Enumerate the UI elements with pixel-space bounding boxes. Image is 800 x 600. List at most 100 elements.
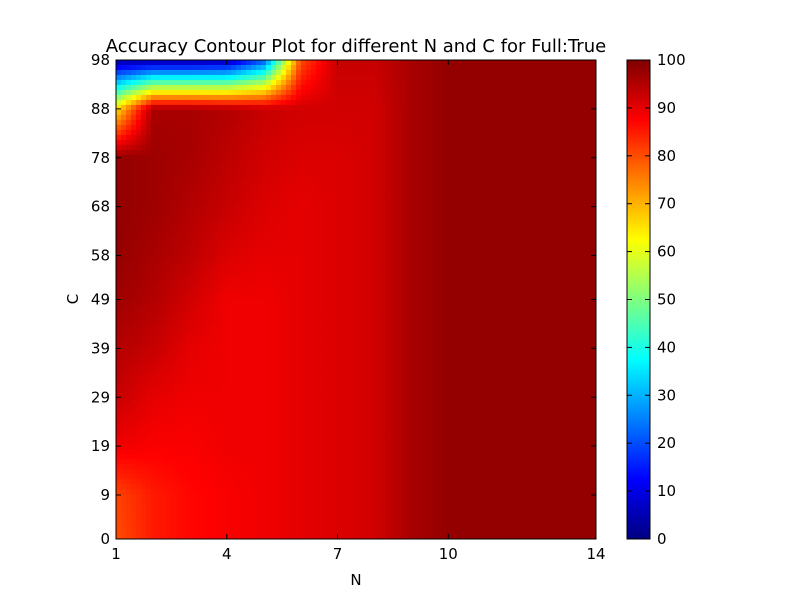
heatmap-cell: [391, 259, 397, 266]
heatmap-cell: [271, 69, 277, 76]
heatmap-cell: [546, 184, 552, 191]
heatmap-cell: [151, 64, 157, 71]
heatmap-cell: [291, 244, 297, 251]
heatmap-cell: [291, 209, 297, 216]
heatmap-cell: [291, 299, 297, 306]
heatmap-cell: [191, 199, 197, 206]
heatmap-cell: [236, 144, 242, 151]
heatmap-cell: [486, 179, 492, 186]
heatmap-cell: [461, 204, 467, 211]
heatmap-cell: [471, 79, 477, 86]
heatmap-cell: [336, 314, 342, 321]
heatmap-cell: [271, 229, 277, 236]
heatmap-cell: [381, 239, 387, 246]
heatmap-cell: [236, 204, 242, 211]
heatmap-cell: [251, 264, 257, 271]
heatmap-cell: [271, 164, 277, 171]
heatmap-cell: [346, 224, 352, 231]
heatmap-cell: [216, 104, 222, 111]
heatmap-cell: [496, 219, 502, 226]
heatmap-cell: [496, 60, 502, 66]
heatmap-cell: [186, 304, 192, 311]
heatmap-cell: [261, 284, 267, 291]
heatmap-cell: [156, 289, 162, 296]
heatmap-cell: [151, 264, 157, 271]
heatmap-cell: [396, 229, 402, 236]
heatmap-cell: [416, 139, 422, 146]
heatmap-cell: [411, 284, 417, 291]
heatmap-cell: [126, 104, 132, 111]
heatmap-cell: [326, 244, 332, 251]
heatmap-cell: [506, 159, 512, 166]
heatmap-cell: [156, 229, 162, 236]
heatmap-cell: [451, 169, 457, 176]
heatmap-cell: [581, 74, 587, 81]
heatmap-cell: [301, 194, 307, 201]
heatmap-cell: [351, 99, 357, 106]
heatmap-cell: [231, 99, 237, 106]
heatmap-cell: [161, 119, 167, 126]
heatmap-cell: [371, 214, 377, 221]
heatmap-cell: [346, 239, 352, 246]
heatmap-cell: [296, 164, 302, 171]
heatmap-cell: [321, 239, 327, 246]
heatmap-cell: [586, 224, 592, 231]
heatmap-cell: [451, 69, 457, 76]
heatmap-cell: [266, 194, 272, 201]
heatmap-cell: [121, 114, 127, 121]
heatmap-cell: [526, 114, 532, 121]
heatmap-cell: [511, 124, 517, 131]
heatmap-cell: [261, 264, 267, 271]
heatmap-cell: [231, 134, 237, 141]
heatmap-cell: [121, 234, 127, 241]
heatmap-cell: [391, 254, 397, 261]
heatmap-cell: [146, 179, 152, 186]
heatmap-cell: [416, 259, 422, 266]
heatmap-cell: [241, 189, 247, 196]
heatmap-cell: [461, 274, 467, 281]
heatmap-cell: [481, 239, 487, 246]
heatmap-cell: [556, 264, 562, 271]
heatmap-cell: [526, 69, 532, 76]
heatmap-cell: [341, 99, 347, 106]
heatmap-cell: [496, 89, 502, 96]
heatmap-cell: [561, 144, 567, 151]
heatmap-cell: [281, 294, 287, 301]
heatmap-cell: [576, 89, 582, 96]
heatmap-cell: [306, 154, 312, 161]
heatmap-cell: [136, 269, 142, 276]
heatmap-cell: [186, 314, 192, 321]
heatmap-cell: [306, 184, 312, 191]
heatmap-cell: [541, 244, 547, 251]
heatmap-cell: [591, 259, 596, 266]
heatmap-cell: [391, 224, 397, 231]
heatmap-cell: [346, 249, 352, 256]
heatmap-cell: [296, 244, 302, 251]
heatmap-cell: [316, 159, 322, 166]
heatmap-cell: [366, 60, 372, 66]
heatmap-cell: [196, 144, 202, 151]
heatmap-cell: [351, 279, 357, 286]
heatmap-cell: [326, 184, 332, 191]
heatmap-cell: [206, 294, 212, 301]
heatmap-cell: [276, 309, 282, 316]
heatmap-cell: [296, 274, 302, 281]
heatmap-cell: [166, 209, 172, 216]
heatmap-cell: [251, 99, 257, 106]
heatmap-cell: [386, 124, 392, 131]
heatmap-cell: [421, 69, 427, 76]
heatmap-cell: [296, 289, 302, 296]
heatmap-cell: [546, 274, 552, 281]
heatmap-cell: [361, 99, 367, 106]
heatmap-cell: [501, 289, 507, 296]
heatmap-cell: [571, 244, 577, 251]
heatmap-cell: [261, 109, 267, 116]
heatmap-cell: [146, 259, 152, 266]
heatmap-cell: [271, 249, 277, 256]
heatmap-cell: [481, 69, 487, 76]
heatmap-cell: [586, 184, 592, 191]
heatmap-cell: [286, 109, 292, 116]
heatmap-cell: [571, 259, 577, 266]
heatmap-cell: [526, 304, 532, 311]
heatmap-cell: [481, 189, 487, 196]
